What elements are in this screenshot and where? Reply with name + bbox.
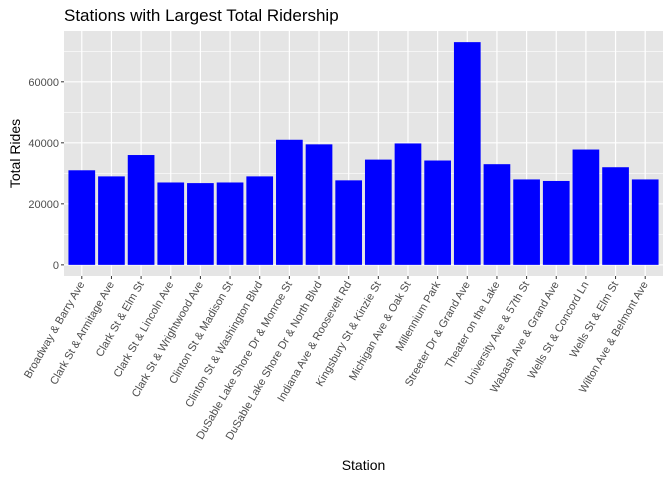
bar (276, 139, 303, 265)
bar (542, 180, 570, 265)
bar (513, 179, 540, 265)
bar (68, 170, 96, 265)
bars (68, 42, 659, 265)
y-axis-title: Total Rides (7, 119, 23, 188)
bar (335, 180, 363, 265)
y-tick-label: 40000 (28, 138, 59, 150)
y-tick-label: 0 (53, 260, 59, 272)
bar (246, 176, 274, 265)
bar (187, 183, 214, 265)
bar (216, 182, 244, 265)
y-tick-label: 60000 (28, 77, 59, 89)
bar (305, 144, 333, 265)
bar (127, 155, 155, 265)
bar (572, 149, 600, 265)
chart-title: Stations with Largest Total Ridership (64, 6, 339, 25)
y-axis: 0 20000 40000 60000 (28, 77, 64, 272)
bar (424, 160, 451, 265)
bar (157, 182, 185, 265)
bar (394, 143, 422, 265)
bar (453, 42, 481, 265)
x-axis-title: Station (342, 457, 386, 473)
bar (602, 167, 629, 265)
bar (364, 159, 392, 265)
y-tick-label: 20000 (28, 199, 59, 211)
bar (98, 176, 125, 265)
x-tick-label: Theater on the Lake (443, 279, 503, 370)
bar (483, 164, 511, 265)
bar (631, 179, 659, 265)
